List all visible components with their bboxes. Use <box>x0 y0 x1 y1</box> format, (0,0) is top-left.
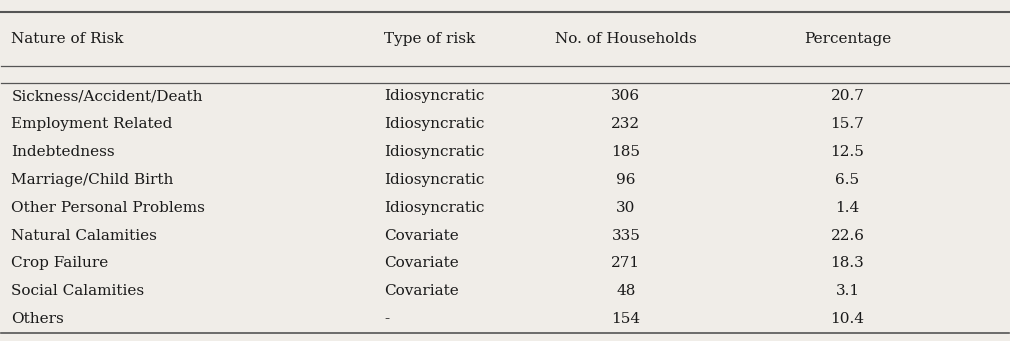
Text: 18.3: 18.3 <box>830 256 865 270</box>
Text: Type of risk: Type of risk <box>384 32 476 46</box>
Text: No. of Households: No. of Households <box>554 32 697 46</box>
Text: 30: 30 <box>616 201 635 215</box>
Text: 96: 96 <box>616 173 635 187</box>
Text: 185: 185 <box>611 145 640 159</box>
Text: 335: 335 <box>611 228 640 242</box>
Text: 10.4: 10.4 <box>830 312 865 326</box>
Text: 12.5: 12.5 <box>830 145 865 159</box>
Text: Natural Calamities: Natural Calamities <box>11 228 158 242</box>
Text: Idiosyncratic: Idiosyncratic <box>384 145 485 159</box>
Text: Percentage: Percentage <box>804 32 891 46</box>
Text: 15.7: 15.7 <box>830 117 865 131</box>
Text: Indebtedness: Indebtedness <box>11 145 115 159</box>
Text: Crop Failure: Crop Failure <box>11 256 109 270</box>
Text: 20.7: 20.7 <box>830 89 865 103</box>
Text: Marriage/Child Birth: Marriage/Child Birth <box>11 173 174 187</box>
Text: 6.5: 6.5 <box>835 173 860 187</box>
Text: Other Personal Problems: Other Personal Problems <box>11 201 205 215</box>
Text: Idiosyncratic: Idiosyncratic <box>384 173 485 187</box>
Text: 271: 271 <box>611 256 640 270</box>
Text: Covariate: Covariate <box>384 256 459 270</box>
Text: Social Calamities: Social Calamities <box>11 284 144 298</box>
Text: 306: 306 <box>611 89 640 103</box>
Text: Covariate: Covariate <box>384 228 459 242</box>
Text: 48: 48 <box>616 284 635 298</box>
Text: Covariate: Covariate <box>384 284 459 298</box>
Text: 1.4: 1.4 <box>835 201 860 215</box>
Text: Idiosyncratic: Idiosyncratic <box>384 117 485 131</box>
Text: 3.1: 3.1 <box>835 284 860 298</box>
Text: Idiosyncratic: Idiosyncratic <box>384 89 485 103</box>
Text: 154: 154 <box>611 312 640 326</box>
Text: -: - <box>384 312 389 326</box>
Text: Sickness/Accident/Death: Sickness/Accident/Death <box>11 89 203 103</box>
Text: 22.6: 22.6 <box>830 228 865 242</box>
Text: Others: Others <box>11 312 65 326</box>
Text: Nature of Risk: Nature of Risk <box>11 32 124 46</box>
Text: Idiosyncratic: Idiosyncratic <box>384 201 485 215</box>
Text: 232: 232 <box>611 117 640 131</box>
Text: Employment Related: Employment Related <box>11 117 173 131</box>
